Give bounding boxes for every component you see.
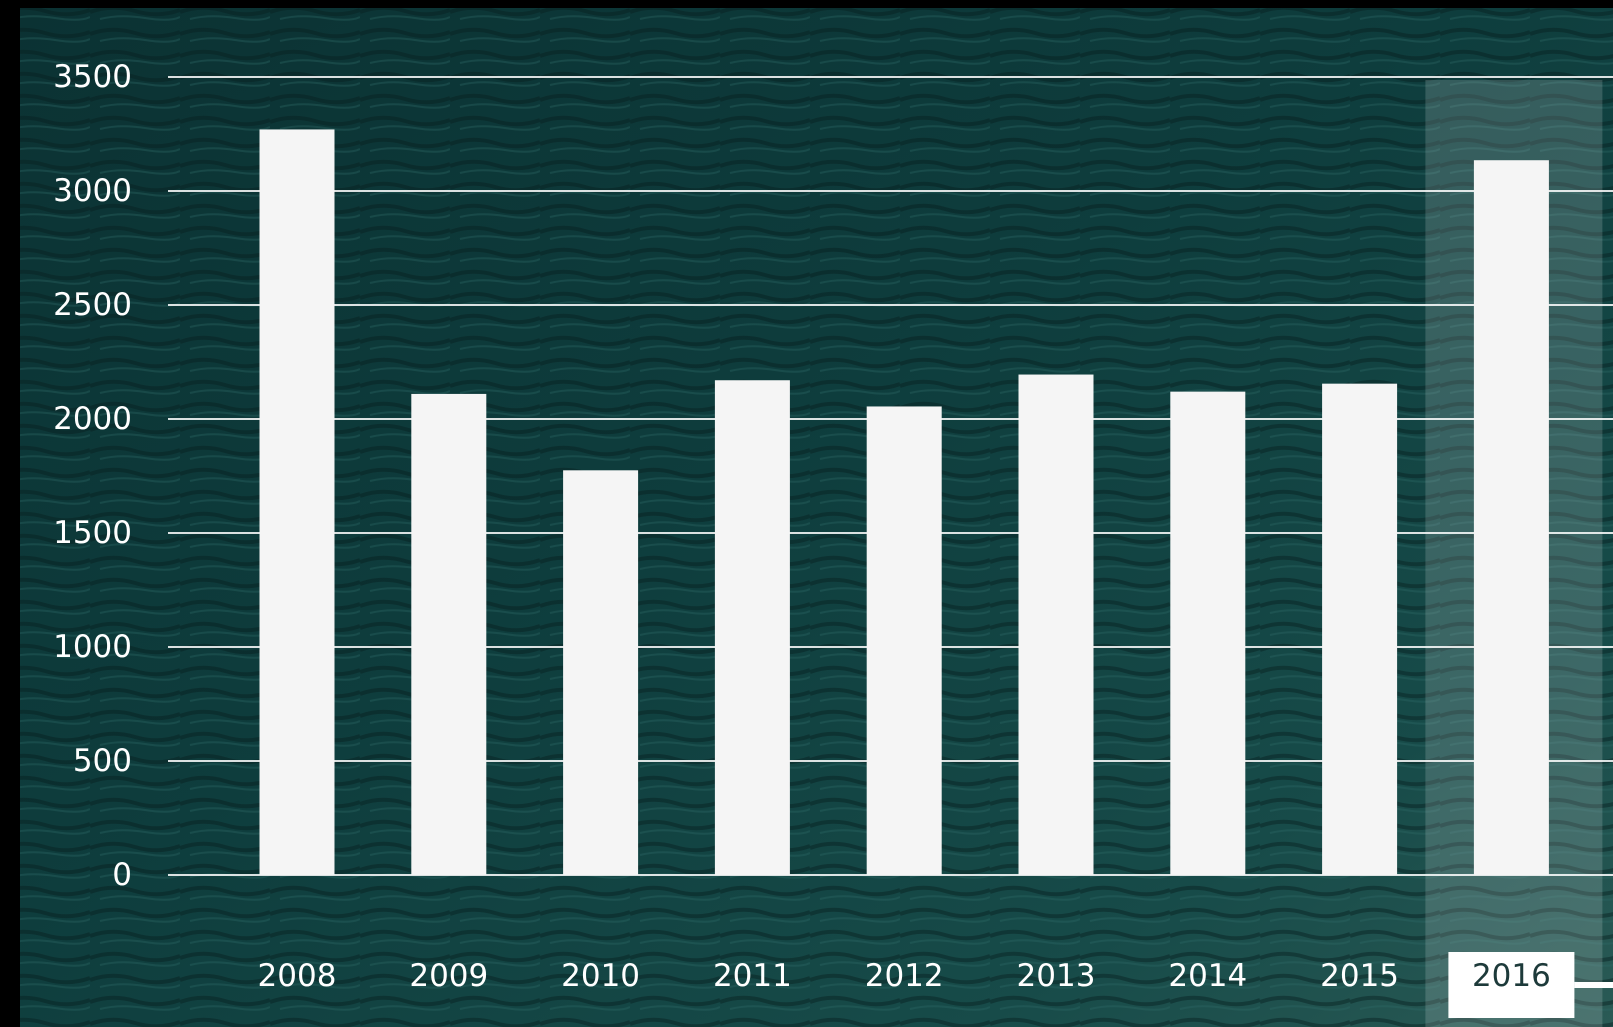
x-tick-label-2014: 2014 bbox=[1168, 958, 1247, 994]
x-tick-label-2015: 2015 bbox=[1320, 958, 1399, 994]
x-tick-label-2016[interactable]: 2016 bbox=[1472, 958, 1551, 994]
bar-2010 bbox=[563, 470, 639, 875]
x-tick-label-2010: 2010 bbox=[561, 958, 640, 994]
bar-2012 bbox=[866, 406, 942, 875]
bar-2008 bbox=[259, 129, 335, 875]
y-tick-label-3000: 3000 bbox=[53, 173, 132, 209]
bar-2015 bbox=[1322, 383, 1398, 875]
bar-2014 bbox=[1170, 391, 1246, 875]
y-tick-label-2000: 2000 bbox=[53, 401, 132, 437]
bar-2013 bbox=[1018, 374, 1094, 875]
x-tick-label-2012: 2012 bbox=[865, 958, 944, 994]
x-tick-label-2011: 2011 bbox=[713, 958, 792, 994]
bar-2009 bbox=[411, 393, 487, 875]
x-tick-label-2009: 2009 bbox=[409, 958, 488, 994]
y-tick-label-1000: 1000 bbox=[53, 629, 132, 665]
bar-2016 bbox=[1473, 160, 1549, 876]
y-tick-label-500: 500 bbox=[73, 743, 132, 779]
y-tick-label-1500: 1500 bbox=[53, 515, 132, 551]
bar-2011 bbox=[714, 380, 790, 875]
y-tick-label-0: 0 bbox=[112, 857, 132, 893]
x-tick-label-2008: 2008 bbox=[258, 958, 337, 994]
y-tick-label-2500: 2500 bbox=[53, 287, 132, 323]
selected-year-pill[interactable] bbox=[1448, 952, 1575, 1018]
y-tick-label-3500: 3500 bbox=[53, 59, 132, 95]
x-tick-label-2013: 2013 bbox=[1017, 958, 1096, 994]
